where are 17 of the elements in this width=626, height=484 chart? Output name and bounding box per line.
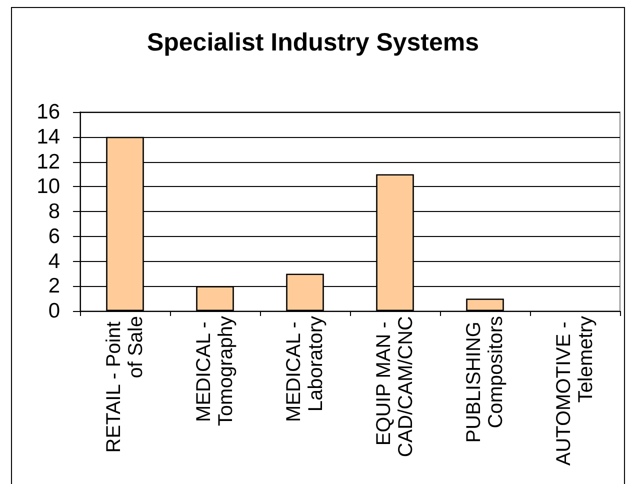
- y-tick-label: 8: [48, 200, 60, 223]
- y-tick-label: 4: [48, 250, 60, 273]
- y-tick-label: 6: [48, 224, 60, 248]
- x-tick-label: PUBLISHING Compositors: [463, 316, 507, 443]
- bar: [466, 298, 504, 311]
- y-tick-label: 14: [36, 125, 60, 148]
- y-tick-label: 2: [48, 274, 60, 298]
- x-tick-label: AUTOMOTIVE - Telemetry: [553, 316, 597, 466]
- x-tick-label: RETAIL - Point of Sale: [103, 316, 147, 453]
- chart-title: Specialist Industry Systems: [146, 28, 480, 56]
- x-tick-label: MEDICAL - Tomography: [193, 316, 237, 426]
- y-tick-label: 0: [48, 300, 60, 322]
- y-tick-label: 12: [36, 150, 60, 174]
- x-tick-label: MEDICAL - Laboratory: [283, 316, 327, 422]
- y-tick-label: 10: [36, 175, 60, 198]
- x-tick-label: EQUIP MAN - CAD/CAM/CNC: [373, 316, 417, 458]
- y-tick-label: 16: [36, 100, 60, 124]
